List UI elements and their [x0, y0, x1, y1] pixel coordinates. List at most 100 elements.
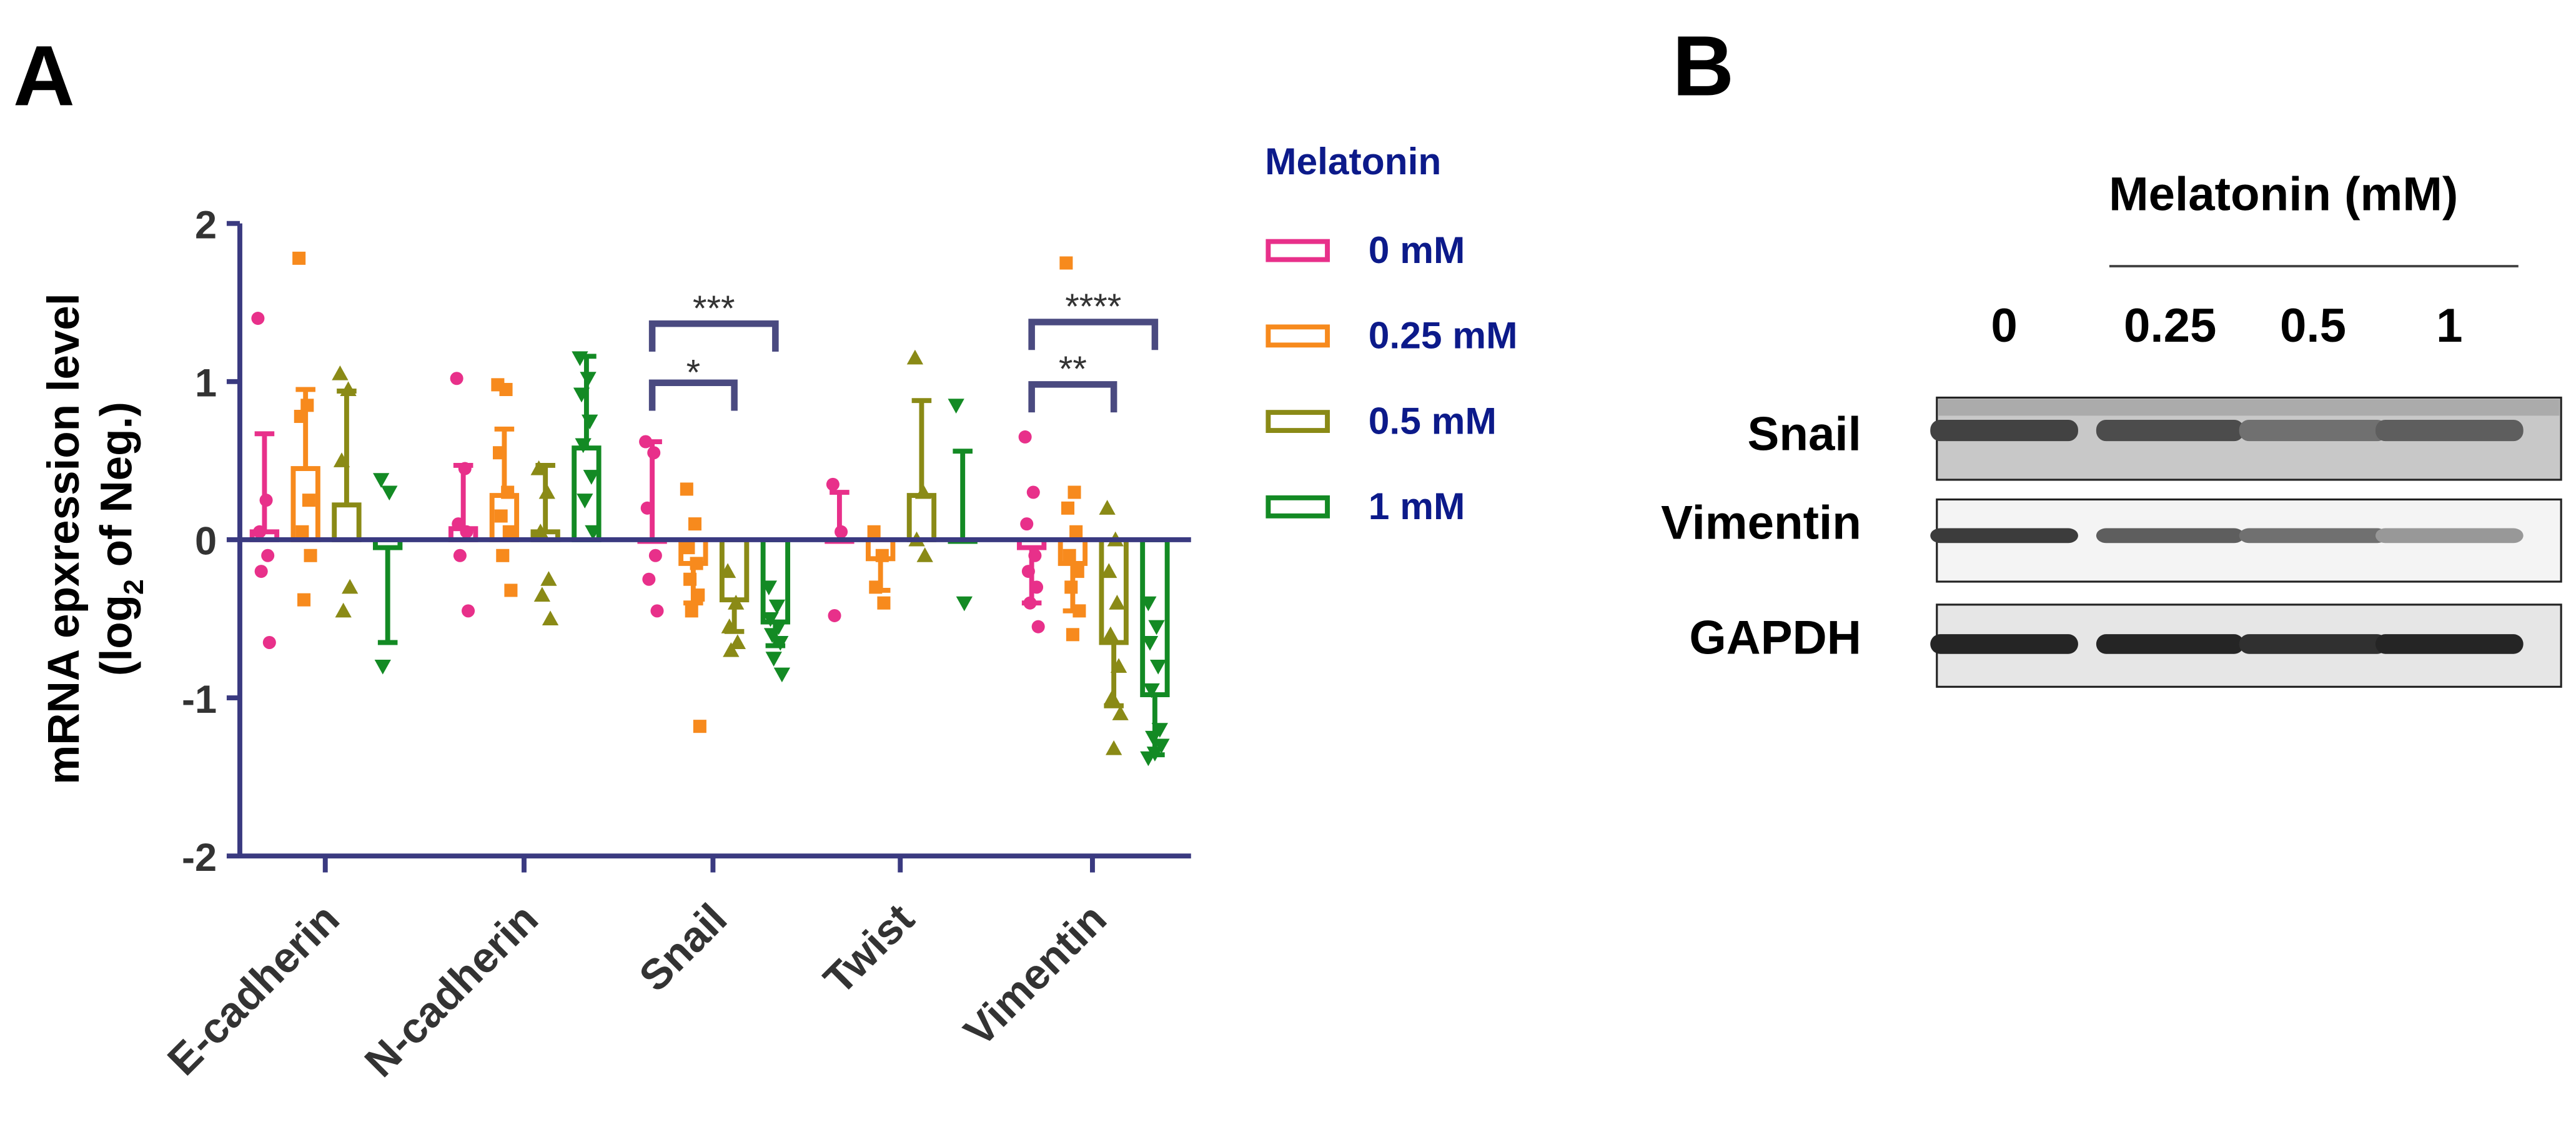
data-point [494, 509, 508, 523]
data-point [340, 381, 357, 396]
legend-swatch [1266, 239, 1330, 262]
data-point [680, 482, 693, 496]
data-point [1112, 705, 1129, 720]
data-point [835, 525, 848, 539]
data-point [583, 470, 600, 485]
data-point [914, 484, 932, 499]
data-point [826, 477, 840, 491]
data-point [254, 565, 268, 578]
legend-swatch [1266, 324, 1330, 348]
data-point [763, 628, 781, 643]
data-point [640, 501, 654, 515]
significance-bracket [1028, 319, 1159, 350]
data-point [916, 547, 933, 562]
data-point [948, 399, 964, 414]
y-tick-label: 1 [195, 361, 217, 405]
data-point [683, 572, 697, 586]
data-point [460, 525, 473, 539]
data-point [650, 604, 664, 618]
data-point [538, 484, 555, 499]
data-point [728, 595, 745, 610]
data-point [1105, 740, 1122, 755]
data-point [956, 596, 973, 612]
y-axis-title: mRNA epxression level (log2 of Neg.) [39, 293, 149, 785]
data-point [1140, 596, 1157, 612]
legend-label: 0.5 mM [1369, 399, 1497, 442]
data-point [1099, 500, 1116, 515]
data-point [261, 549, 275, 562]
data-point [723, 642, 740, 657]
y-axis-title-line2: (log2 of Neg.) [92, 402, 149, 676]
legend-label: 0.25 mM [1369, 314, 1518, 357]
blot-band [1930, 634, 2078, 654]
y-tick-label: -1 [182, 678, 217, 722]
data-point [1026, 485, 1040, 499]
legend-swatch [1266, 410, 1330, 434]
data-point [1066, 628, 1079, 642]
data-point [302, 494, 315, 507]
significance-label: *** [693, 289, 735, 329]
legend-label: 0 mM [1369, 229, 1465, 271]
data-point [297, 593, 311, 607]
data-point [304, 549, 317, 562]
panel-b-letter: B [1672, 18, 1734, 114]
data-point [1063, 549, 1076, 562]
lane-label: 0.25 [2124, 299, 2216, 352]
data-point [1030, 580, 1044, 594]
data-point [828, 608, 841, 622]
data-point [542, 610, 559, 626]
data-point [253, 525, 267, 539]
blot-band [2239, 634, 2387, 654]
data-point [1023, 596, 1037, 610]
blot-band [1930, 528, 2078, 544]
data-point [1148, 620, 1165, 635]
data-point [1021, 565, 1035, 578]
data-point [1145, 730, 1162, 746]
data-point [452, 517, 465, 531]
blot-header: Melatonin (mM) [2109, 168, 2458, 221]
data-point [295, 525, 309, 539]
data-point [688, 517, 702, 531]
data-point [648, 549, 662, 562]
data-point [1110, 658, 1127, 673]
data-point [496, 549, 510, 562]
significance-bracket [648, 379, 738, 411]
data-point [1020, 517, 1034, 531]
data-point [502, 525, 516, 539]
data-point [1061, 501, 1075, 515]
data-point [1141, 635, 1159, 651]
data-point [374, 659, 391, 675]
data-point [1140, 751, 1157, 767]
data-point [877, 596, 891, 610]
blot-band [2096, 634, 2244, 654]
lane-label: 1 [2436, 299, 2462, 352]
data-point [573, 387, 590, 403]
y-axis-title-prefix: (log [92, 595, 141, 676]
data-point [770, 620, 787, 635]
data-point [768, 599, 786, 615]
blot-band [2375, 528, 2524, 544]
data-point [693, 720, 706, 733]
data-point [1153, 738, 1170, 754]
data-point [333, 452, 350, 467]
data-point [373, 473, 390, 488]
significance-bracket [648, 320, 779, 352]
data-point [1059, 256, 1073, 270]
data-point [504, 583, 518, 597]
data-point [1109, 595, 1126, 610]
data-point [530, 460, 547, 475]
data-point [532, 524, 549, 539]
panel-a-letter: A [13, 27, 75, 123]
blot-row-label: Vimentin [1661, 497, 1861, 550]
data-point [1150, 659, 1167, 675]
data-point [462, 604, 475, 618]
data-point [342, 578, 359, 594]
y-axis-title-subscript: 2 [119, 579, 149, 595]
data-point [1073, 604, 1086, 618]
significance-label: **** [1065, 287, 1121, 327]
data-point [259, 494, 273, 507]
data-point [499, 382, 513, 396]
data-point [773, 667, 791, 683]
